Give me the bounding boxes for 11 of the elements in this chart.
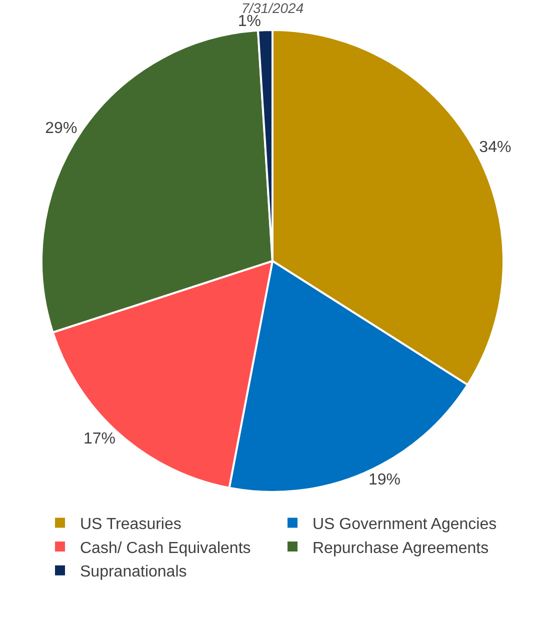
legend-label: Repurchase Agreements <box>312 540 489 557</box>
data-label: 1% <box>238 13 261 30</box>
legend-label: US Government Agencies <box>312 516 497 533</box>
legend-label: Cash/ Cash Equivalents <box>80 540 251 557</box>
chart-title: 7/31/2024 <box>241 0 304 16</box>
data-label: 17% <box>83 430 116 448</box>
data-label: 29% <box>45 120 78 137</box>
data-label: 19% <box>368 472 401 489</box>
legend-label: Supranationals <box>80 564 187 581</box>
legend-label: US Treasuries <box>80 516 182 533</box>
data-label: 34% <box>479 139 512 156</box>
